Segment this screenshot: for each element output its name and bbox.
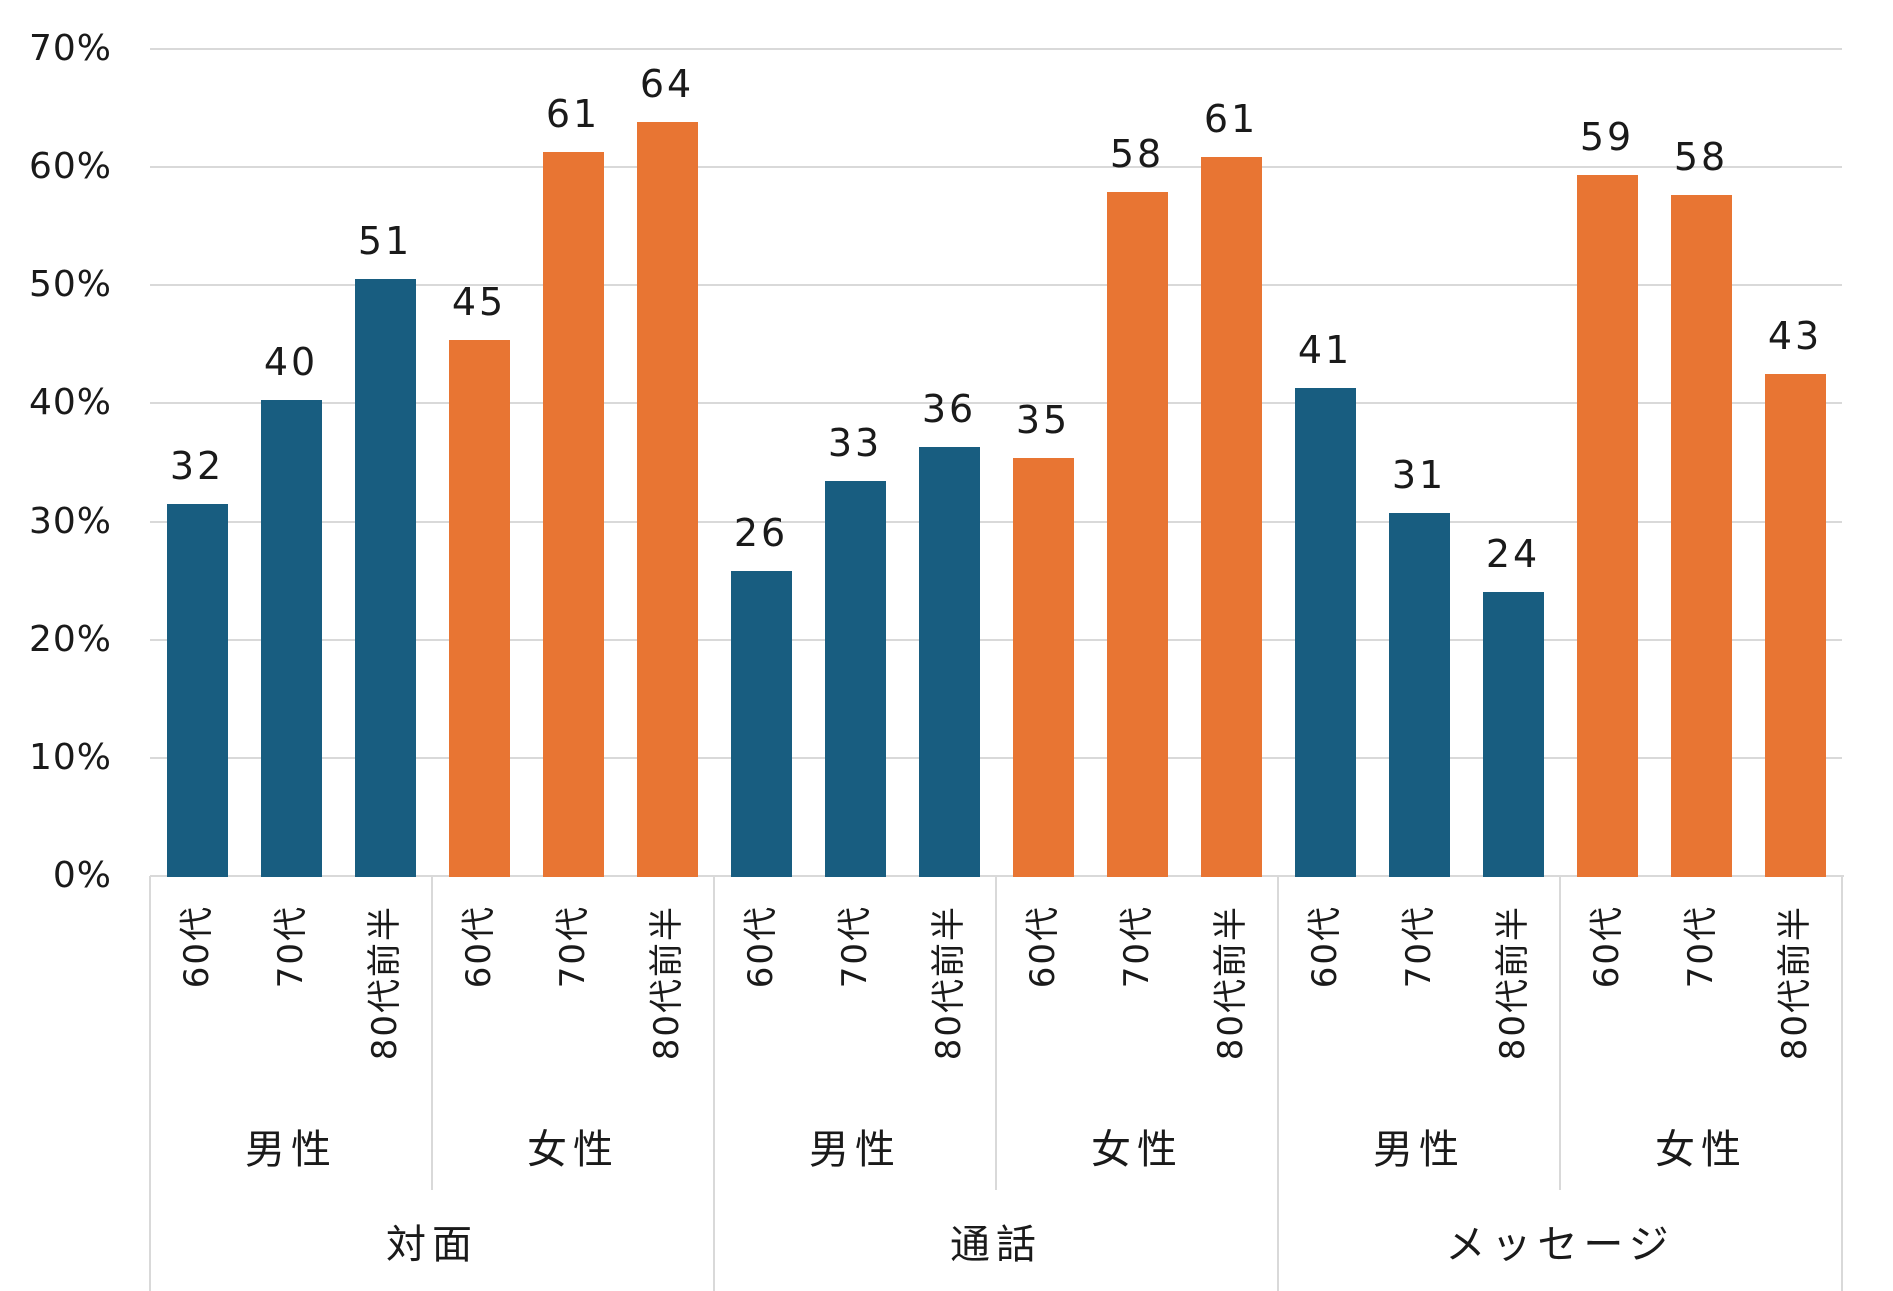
- bar: [636, 122, 698, 877]
- gridline: [150, 402, 1842, 405]
- bar: [1576, 175, 1638, 877]
- bar-value-label: 36: [921, 387, 977, 432]
- age-tick-label: 60代: [1023, 905, 1063, 989]
- age-tick-label: 70代: [1681, 905, 1721, 989]
- bar-value-label: 61: [545, 91, 601, 136]
- age-tick-label: 60代: [177, 905, 217, 989]
- gender-group-label: 女性: [527, 1127, 619, 1173]
- bar-value-label: 45: [451, 279, 507, 324]
- bar-value-label: 33: [827, 421, 883, 466]
- gender-group-label: 男性: [809, 1127, 901, 1173]
- gender-group-label: 男性: [1373, 1127, 1465, 1173]
- gender-group-label: 女性: [1655, 1127, 1747, 1173]
- axis-gender-divider: [431, 876, 433, 1190]
- bar: [1200, 156, 1262, 877]
- bar-value-label: 59: [1579, 115, 1635, 160]
- axis-outer-border: [1841, 876, 1843, 1291]
- bar: [918, 447, 980, 877]
- bar: [448, 339, 510, 877]
- age-tick-label: 70代: [835, 905, 875, 989]
- bar-value-label: 51: [357, 219, 413, 264]
- age-tick-label: 80代前半: [1211, 905, 1251, 1061]
- bar: [1294, 388, 1356, 877]
- bar-value-label: 31: [1391, 453, 1447, 498]
- axis-category-divider: [1277, 876, 1279, 1291]
- y-tick-label: 70%: [28, 27, 112, 69]
- age-tick-label: 80代前半: [1775, 905, 1815, 1061]
- bar-value-label: 26: [733, 511, 789, 556]
- bar-value-label: 58: [1673, 135, 1729, 180]
- gridline: [150, 166, 1842, 169]
- bar-value-label: 43: [1767, 313, 1823, 358]
- bar-value-label: 64: [639, 62, 695, 107]
- gender-group-label: 男性: [245, 1127, 337, 1173]
- bar-value-label: 58: [1109, 131, 1165, 176]
- bar-value-label: 40: [263, 339, 319, 384]
- gridline: [150, 47, 1842, 50]
- gridline: [150, 520, 1842, 523]
- age-tick-label: 70代: [1399, 905, 1439, 989]
- age-tick-label: 80代前半: [365, 905, 405, 1061]
- y-tick-label: 60%: [28, 146, 112, 188]
- bar: [260, 399, 322, 877]
- axis-gender-divider: [995, 876, 997, 1190]
- bar: [1482, 592, 1544, 877]
- age-tick-label: 80代前半: [1493, 905, 1533, 1061]
- bar-value-label: 61: [1203, 96, 1259, 141]
- y-tick-label: 10%: [28, 736, 112, 778]
- bar: [1764, 373, 1826, 877]
- age-tick-label: 70代: [1117, 905, 1157, 989]
- age-tick-label: 60代: [1587, 905, 1627, 989]
- bar-value-label: 24: [1485, 532, 1541, 577]
- bar: [354, 279, 416, 877]
- y-tick-label: 20%: [28, 618, 112, 660]
- y-tick-label: 0%: [52, 855, 112, 896]
- gridline: [150, 756, 1842, 759]
- axis-gender-divider: [1559, 876, 1561, 1190]
- category-group-label: メッセージ: [1445, 1222, 1675, 1268]
- bar-value-label: 35: [1015, 397, 1071, 442]
- category-group-label: 対面: [386, 1222, 478, 1268]
- bar: [166, 503, 228, 877]
- age-tick-label: 60代: [1305, 905, 1345, 989]
- axis-outer-border: [149, 876, 151, 1291]
- age-tick-label: 70代: [271, 905, 311, 989]
- axis-baseline: [150, 875, 1844, 877]
- bar: [1106, 191, 1168, 877]
- bar: [542, 151, 604, 877]
- gender-group-label: 女性: [1091, 1127, 1183, 1173]
- y-tick-label: 40%: [28, 382, 112, 424]
- category-group-label: 通話: [950, 1222, 1042, 1268]
- bar: [1388, 513, 1450, 877]
- bar-value-label: 41: [1297, 328, 1353, 373]
- bar: [730, 571, 792, 877]
- bar: [824, 481, 886, 877]
- age-tick-label: 80代前半: [929, 905, 969, 1061]
- bar: [1670, 195, 1732, 877]
- gridline: [150, 638, 1842, 641]
- y-tick-label: 30%: [28, 500, 112, 542]
- age-tick-label: 70代: [553, 905, 593, 989]
- age-tick-label: 60代: [741, 905, 781, 989]
- age-tick-label: 60代: [459, 905, 499, 989]
- age-tick-label: 80代前半: [647, 905, 687, 1061]
- y-tick-label: 50%: [28, 264, 112, 306]
- axis-category-divider: [713, 876, 715, 1291]
- bar: [1012, 457, 1074, 877]
- bar-value-label: 32: [169, 443, 225, 488]
- gridline: [150, 284, 1842, 287]
